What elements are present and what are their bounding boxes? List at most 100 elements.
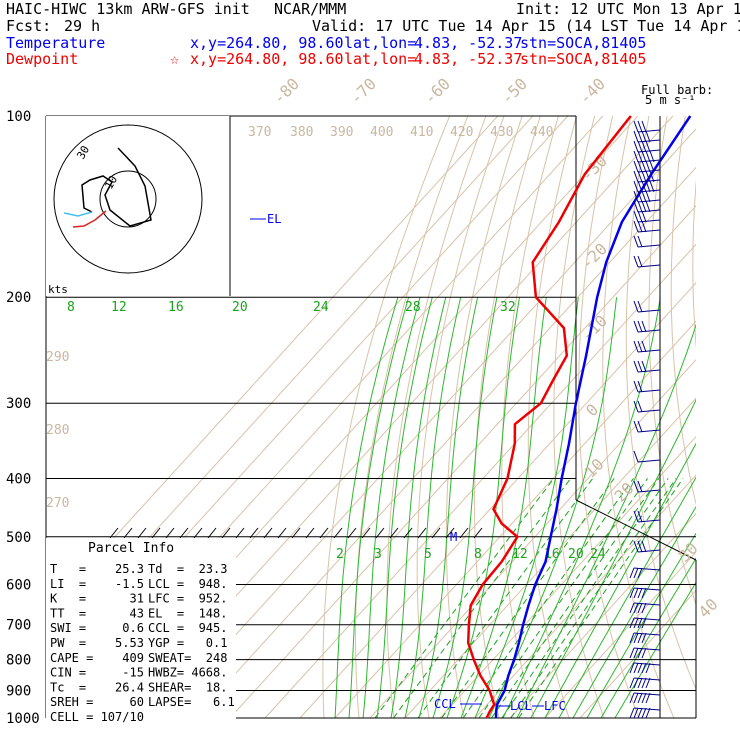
dewpoint-latlon: 4.83, -52.37: [414, 50, 523, 68]
wind-barb-flag: [645, 200, 651, 213]
wind-barb-flag: [637, 320, 643, 333]
hodograph-ring-label: 30: [74, 144, 92, 162]
mixing-ratio-label-lower: 24: [590, 547, 606, 562]
wind-barb-flag: [633, 707, 639, 719]
hatch-mark: [263, 527, 273, 539]
wind-barb-flag: [637, 662, 643, 674]
hatch-mark: [193, 527, 203, 539]
wind-barb-flag: [649, 170, 655, 183]
hatch-mark: [277, 527, 287, 539]
wind-barb-flag: [633, 480, 639, 493]
wind-barb-flag: [637, 235, 643, 248]
wind-barb-flag: [641, 340, 647, 353]
wind-barb-flag: [641, 632, 647, 644]
pressure-tick-label: 800: [6, 653, 31, 669]
hatch-mark: [179, 527, 189, 539]
dry-adiabat-line: [692, 178, 696, 350]
hatch-mark: [291, 527, 301, 539]
wind-barb-flag: [641, 170, 647, 183]
wind-barb-flag: [641, 320, 647, 333]
hatch-mark: [109, 527, 119, 539]
barb-scale-title: Full barb:: [641, 83, 713, 97]
wind-barb-flag: [641, 602, 647, 614]
isotherm-line: [579, 589, 696, 719]
wind-barb-flag: [633, 300, 639, 313]
wind-barb-flag: [637, 210, 643, 223]
wind-barb-flag: [645, 692, 651, 704]
dry-adiabat-line: [553, 115, 605, 719]
parcel-param-right: EL = 148.: [148, 606, 227, 620]
hodograph-units-label: kts: [48, 283, 68, 296]
dewpoint-legend: Dewpoint: [6, 50, 79, 68]
dry-adiabat-line: [322, 115, 451, 719]
pressure-tick-label: 300: [6, 396, 31, 412]
wind-barb-flag: [637, 617, 643, 629]
theta-tick-label: 420: [450, 125, 473, 140]
hodograph-ring-inner: [99, 170, 157, 228]
hatch-mark: [235, 527, 245, 539]
mixing-ratio-label-lower: 12: [512, 547, 528, 562]
wind-barb-flag: [633, 567, 639, 579]
parcel-param-left: CELL = 107/10: [50, 710, 144, 724]
parcel-info-title: Parcel Info: [88, 541, 174, 556]
theta-tick-label: 410: [410, 125, 433, 140]
wind-barb-flag: [633, 510, 639, 523]
wind-barb-flag: [633, 220, 639, 233]
wind-barb-flag: [649, 180, 655, 193]
pressure-tick-label: 700: [6, 618, 31, 634]
isotherm-tick-label: -70: [346, 74, 380, 108]
mixing-ratio-label-upper: 20: [232, 300, 248, 315]
parcel-param-right: SHEAR= 18.: [148, 680, 227, 694]
isotherm-line: [509, 512, 696, 719]
valid-time: Valid: 17 UTC Tue 14 Apr 15 (14 LST Tue …: [312, 17, 740, 35]
wind-barb-flag: [633, 617, 639, 629]
wind-barb-flag: [649, 150, 655, 163]
ccl-label: CCL: [434, 697, 456, 711]
wind-barb-flag: [633, 662, 639, 674]
hatch-mark: [249, 527, 259, 539]
wind-barb-flag: [637, 480, 643, 493]
wind-barb-flag: [633, 140, 639, 153]
wind-barb-flag: [633, 677, 639, 689]
mixing-ratio-label-upper: 8: [67, 300, 75, 315]
hatch-mark: [431, 527, 441, 539]
hatch-mark: [151, 527, 161, 539]
pressure-tick-label: 500: [6, 530, 31, 546]
theta-tick-label: 290: [46, 350, 69, 365]
wind-barb-flag: [633, 692, 639, 704]
parcel-param-left: CAPE = 409: [50, 651, 144, 665]
mixing-ratio-label-upper: 16: [168, 300, 184, 315]
isotherm-line: [194, 166, 696, 719]
temperature-legend: Temperature: [6, 34, 106, 52]
wind-barb-flag: [633, 380, 639, 393]
mixing-ratio-label-lower: 3: [374, 547, 382, 562]
wind-barb-flag: [645, 160, 651, 173]
dry-adiabat-line: [416, 115, 505, 719]
parcel-param-right: YGP = 0.1: [148, 636, 227, 650]
isotherm-tick-label: -50: [497, 74, 531, 108]
isotherm-line: [264, 243, 696, 719]
parcel-param-left: TT = 43: [50, 606, 144, 620]
dry-adiabat-line: [445, 115, 523, 719]
hatch-mark: [305, 527, 315, 539]
moist-adiabat-line: [432, 297, 498, 719]
star-icon: ☆: [170, 50, 180, 68]
mixing-ratio-line: [491, 478, 660, 719]
theta-tick-label: 400: [370, 125, 393, 140]
init-time: Init: 12 UTC Mon 13 Apr 15: [516, 0, 740, 18]
wind-barb-flag: [637, 380, 643, 393]
wind-barb-flag: [641, 540, 647, 553]
wind-barb-flag: [641, 677, 647, 689]
wind-barb-flag: [633, 255, 639, 268]
dry-adiabat-line: [625, 115, 696, 691]
model-title: HAIC-HIWC 13km ARW-GFS init: [6, 0, 250, 18]
wind-barb-flag: [645, 677, 651, 689]
hatch-mark: [375, 527, 385, 539]
wind-barb-flag: [637, 647, 643, 659]
temperature-xy: x,y=264.80, 98.60: [190, 34, 344, 52]
isotherm-line: [46, 115, 499, 614]
dry-adiabat-line: [670, 115, 696, 506]
wind-barb-flag: [629, 602, 635, 614]
wind-barb-flag: [633, 160, 639, 173]
